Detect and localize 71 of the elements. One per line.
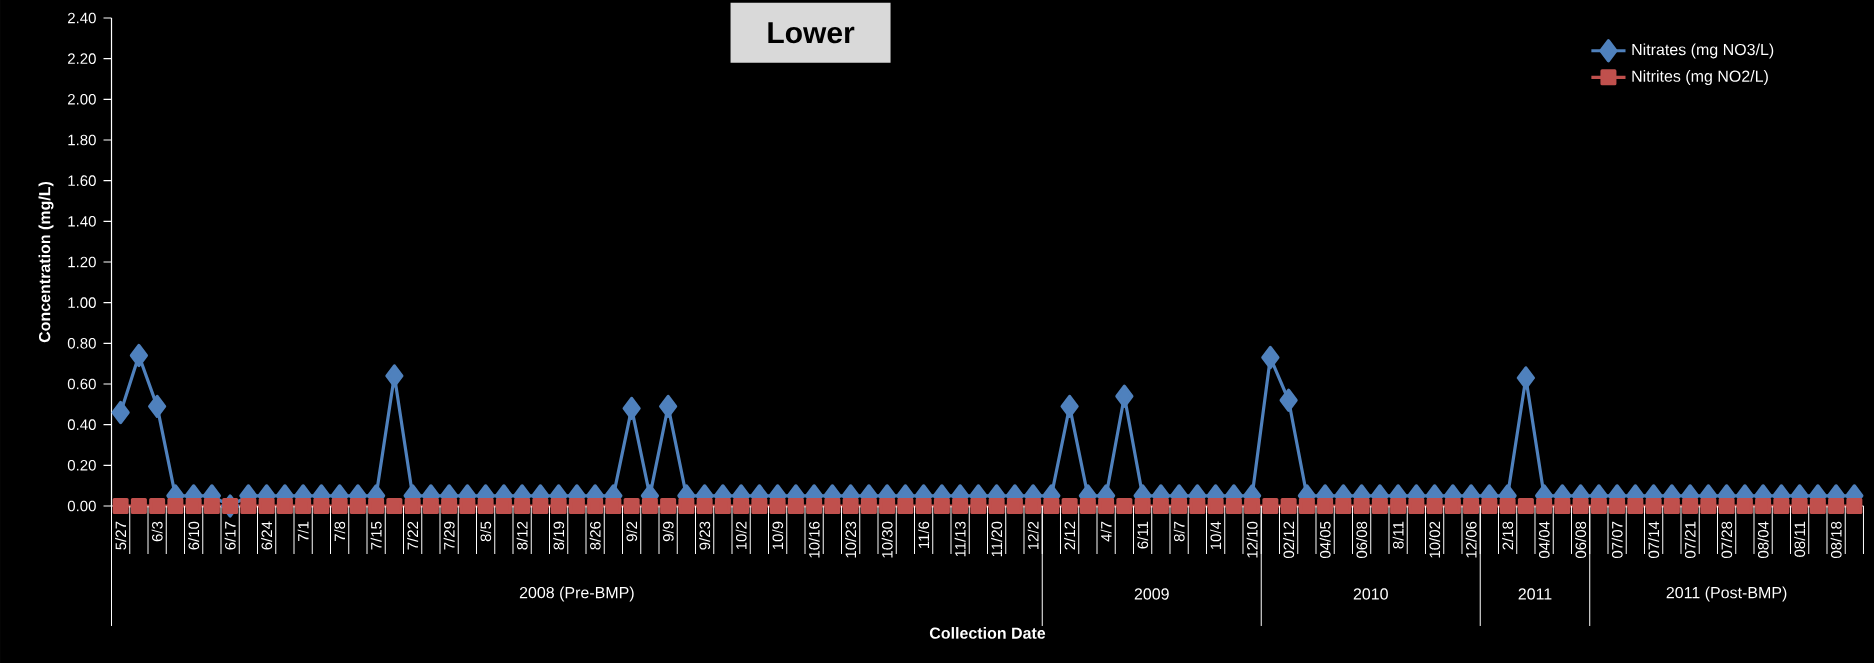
x-tick-label: 6/11 — [1137, 521, 1149, 549]
y-tick-label: 1.00 — [68, 297, 96, 308]
x-tick-label: 11/6 — [918, 521, 930, 549]
y-tick-label: 1.80 — [68, 134, 96, 146]
x-tick-label: 2/12 — [1064, 521, 1076, 550]
x-tick-label: 06/08 — [1575, 521, 1587, 558]
y-tick-label: 2.20 — [68, 53, 96, 64]
x-tick-label: 12/06 — [1465, 521, 1477, 558]
x-tick-label: 10/4 — [1210, 521, 1222, 550]
x-axis-title: Collection Date — [929, 627, 1046, 639]
x-tick-label: 4/7 — [1100, 521, 1112, 542]
y-tick-label: 1.40 — [68, 216, 96, 227]
x-tick-label: 7/15 — [370, 521, 382, 550]
x-tick-label: 08/11 — [1794, 521, 1806, 557]
x-tick-label: 06/08 — [1356, 521, 1368, 558]
x-tick-label: 8/11 — [1392, 521, 1404, 549]
x-tick-label: 6/10 — [188, 521, 200, 550]
chart-title: Lower — [768, 22, 855, 44]
x-tick-label: 04/04 — [1538, 521, 1550, 558]
x-tick-label: 08/18 — [1830, 521, 1842, 558]
text: 2008 (Pre-BMP) — [519, 586, 634, 602]
text: 2009 — [1134, 588, 1169, 600]
y-tick-label: 0.00 — [67, 500, 96, 512]
x-tick-label: 7/1 — [297, 521, 309, 542]
x-tick-label: 02/12 — [1283, 521, 1295, 558]
x-tick-label: 10/23 — [845, 521, 857, 558]
x-tick-label: 12/2 — [1027, 521, 1039, 550]
x-tick-label: 04/05 — [1319, 521, 1331, 558]
legend-label: Nitrates (mg NO3/L) — [1632, 43, 1774, 59]
x-tick-label: 7/29 — [443, 521, 455, 550]
x-tick-label: 7/22 — [407, 521, 419, 550]
x-tick-label: 12/10 — [1246, 521, 1258, 558]
y-tick-label: 0.40 — [67, 419, 96, 430]
legend-label: Nitrites (mg NO2/L) — [1632, 70, 1768, 85]
x-tick-label: 11/13 — [954, 521, 966, 557]
x-tick-label: 10/9 — [772, 521, 784, 550]
x-tick-label: 6/3 — [151, 521, 163, 542]
x-tick-label: 8/7 — [1173, 521, 1185, 542]
x-tick-label: 8/12 — [516, 521, 528, 550]
x-tick-label: 10/2 — [735, 521, 747, 550]
x-tick-label: 07/07 — [1611, 521, 1623, 558]
text: 2011 — [1518, 588, 1552, 600]
y-axis-title: Concentration (mg/L) — [38, 181, 54, 343]
x-tick-label: 6/17 — [224, 521, 236, 550]
y-tick-label: 1.20 — [68, 256, 96, 268]
x-tick-label: 7/8 — [334, 521, 346, 542]
x-tick-label: 9/2 — [626, 521, 638, 542]
y-tick-label: 0.80 — [67, 338, 96, 349]
y-tick-label: 2.40 — [68, 12, 96, 24]
x-tick-label: 8/5 — [480, 521, 492, 542]
x-tick-label: 9/9 — [662, 521, 674, 542]
y-tick-label: 2.00 — [68, 94, 96, 105]
x-tick-label: 6/24 — [261, 521, 273, 550]
y-tick-label: 0.20 — [67, 460, 96, 471]
x-tick-label: 10/02 — [1429, 521, 1441, 558]
x-tick-label: 5/27 — [115, 521, 127, 550]
x-tick-label: 07/28 — [1721, 521, 1733, 558]
y-tick-label: 0.60 — [67, 378, 96, 390]
x-tick-label: 8/19 — [553, 521, 565, 550]
text: 2011 (Post-BMP) — [1666, 586, 1787, 602]
x-tick-label: 11/20 — [991, 521, 1003, 557]
y-tick-label: 1.60 — [68, 175, 96, 186]
text: 2010 — [1353, 588, 1388, 600]
x-tick-label: 07/14 — [1648, 521, 1660, 558]
x-tick-label: 10/16 — [808, 521, 820, 558]
x-tick-label: 9/23 — [699, 521, 711, 550]
x-tick-label: 8/26 — [589, 521, 601, 550]
x-tick-label: 07/21 — [1684, 521, 1696, 558]
x-tick-label: 2/18 — [1502, 521, 1514, 550]
x-tick-label: 10/30 — [881, 521, 893, 558]
x-tick-label: 08/04 — [1757, 521, 1769, 558]
